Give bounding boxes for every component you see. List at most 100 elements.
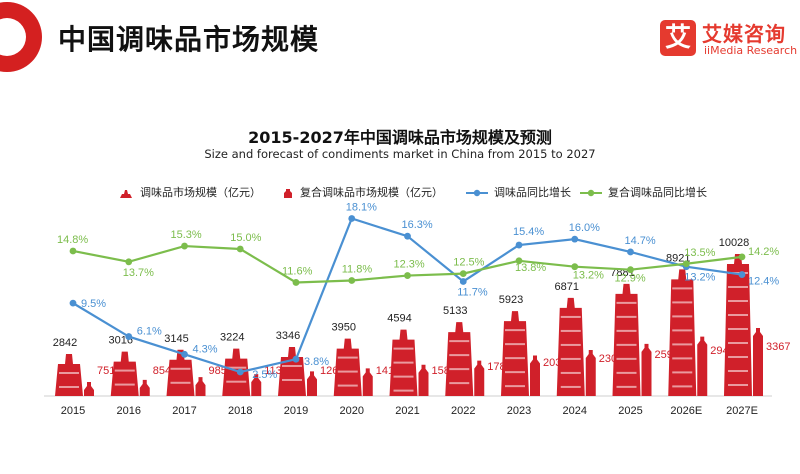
yoy-growth-data-label: 6.1% bbox=[137, 326, 162, 338]
bar-compound-size bbox=[697, 336, 708, 396]
bar-compound-size bbox=[251, 374, 262, 396]
compound-yoy-growth-data-label: 12.5% bbox=[453, 257, 484, 269]
compound-yoy-growth-point bbox=[459, 270, 467, 277]
bar-stripe bbox=[672, 357, 693, 360]
x-tick-label: 2018 bbox=[228, 405, 252, 417]
compound-yoy-growth-point bbox=[571, 263, 579, 271]
bar-market-size bbox=[110, 351, 139, 396]
bar-market-size bbox=[556, 297, 585, 396]
compound-yoy-growth-data-label: 12.9% bbox=[615, 273, 646, 285]
compound-yoy-growth-point bbox=[404, 272, 411, 279]
compound-yoy-growth-data-label: 15.3% bbox=[171, 229, 202, 241]
x-tick-label: 2016 bbox=[117, 405, 141, 417]
bar-stripe bbox=[226, 366, 247, 369]
yoy-growth-point bbox=[627, 248, 634, 256]
bar-market-size bbox=[278, 346, 306, 396]
bar-market-size bbox=[501, 311, 529, 396]
bar-stripe bbox=[449, 368, 470, 371]
compound-yoy-growth-data-label: 13.2% bbox=[573, 270, 604, 282]
x-tick-label: 2017 bbox=[172, 405, 196, 417]
legend-label: 复合调味品同比增长 bbox=[608, 186, 707, 199]
bar-stripe bbox=[616, 371, 637, 374]
bar-stripe bbox=[672, 385, 693, 388]
yoy-growth-point bbox=[125, 333, 133, 340]
bar-compound-size bbox=[362, 368, 373, 396]
compound-yoy-growth-point bbox=[627, 266, 634, 274]
bar-stripe bbox=[728, 314, 748, 316]
bar-stripe bbox=[560, 385, 581, 388]
x-tick-label: 2027E bbox=[726, 405, 758, 417]
bar-stripe bbox=[282, 364, 302, 367]
compound-yoy-growth-data-label: 13.5% bbox=[684, 247, 715, 259]
bar-compound-size bbox=[418, 364, 429, 396]
bar-stripe bbox=[560, 315, 581, 318]
yoy-growth-point bbox=[348, 215, 356, 222]
bar-stripe bbox=[560, 343, 581, 346]
x-tick-label: 2019 bbox=[284, 405, 308, 417]
bar-market-size bbox=[668, 269, 697, 396]
yoy-growth-data-label: 12.4% bbox=[748, 276, 779, 288]
bar-stripe bbox=[672, 329, 693, 332]
bar-stripe bbox=[728, 328, 748, 330]
bar-glyph-icon bbox=[120, 189, 132, 198]
header-bar: 中国调味品市场规模 艾 艾媒咨询 iiMedia Research bbox=[0, 0, 800, 74]
legend-label: 调味品同比增长 bbox=[494, 186, 571, 199]
compound-yoy-growth-point bbox=[348, 277, 356, 284]
x-tick-label: 2024 bbox=[563, 405, 587, 417]
bar-stripe bbox=[449, 340, 470, 343]
bar-stripe bbox=[728, 286, 748, 288]
yoy-growth-point bbox=[571, 235, 579, 243]
bar-stripe bbox=[616, 301, 637, 304]
bar-compound-size bbox=[474, 360, 485, 396]
yoy-growth-data-label: 16.3% bbox=[402, 219, 433, 231]
bar-stripe bbox=[337, 356, 358, 359]
x-tick-label: 2021 bbox=[395, 405, 419, 417]
bar-stripe bbox=[560, 329, 581, 332]
bar-stripe bbox=[672, 371, 693, 374]
bar-compound-size bbox=[307, 371, 317, 396]
compound-yoy-growth-point bbox=[125, 258, 133, 266]
yoy-growth-point bbox=[181, 350, 188, 358]
yoy-growth-point bbox=[459, 278, 467, 285]
compound-yoy-growth-data-label: 13.7% bbox=[123, 267, 154, 279]
x-tick-label: 2020 bbox=[340, 405, 364, 417]
legend-item-market-size: 调味品市场规模（亿元） bbox=[118, 184, 261, 200]
bar-market-size bbox=[55, 354, 83, 396]
yoy-growth-data-label: 16.0% bbox=[569, 222, 600, 234]
bar-market-size bbox=[166, 349, 195, 396]
bar-stripe bbox=[672, 287, 693, 290]
yoy-growth-data-label: 13.2% bbox=[684, 272, 715, 284]
bar-value-label: 3224 bbox=[220, 332, 244, 344]
yoy-growth-data-label: 9.5% bbox=[81, 298, 106, 310]
legend-label: 调味品市场规模（亿元） bbox=[140, 186, 261, 199]
yoy-growth-data-label: 18.1% bbox=[346, 201, 377, 213]
bar-value-label: 5133 bbox=[443, 305, 467, 317]
compound-yoy-growth-data-label: 11.8% bbox=[342, 263, 373, 275]
compound-yoy-growth-point bbox=[236, 245, 244, 253]
bar-value-label: 5923 bbox=[499, 294, 523, 306]
bar-value-label: 2842 bbox=[53, 337, 77, 349]
bar-compound-size bbox=[84, 382, 94, 396]
chart-title: 2015-2027年中国调味品市场规模及预测 bbox=[248, 128, 552, 147]
bar-value-label: 4594 bbox=[387, 313, 411, 325]
x-tick-label: 2023 bbox=[507, 405, 531, 417]
line-marker-icon bbox=[580, 189, 602, 197]
bar-stripe bbox=[672, 315, 693, 318]
x-tick-label: 2015 bbox=[61, 405, 85, 417]
bar-market-size bbox=[724, 254, 752, 396]
bar-stripe bbox=[505, 371, 525, 374]
brand-name-en: iiMedia Research bbox=[704, 44, 798, 57]
yoy-growth-point bbox=[292, 355, 300, 363]
bar-stripe bbox=[393, 347, 414, 350]
bar-stripe bbox=[616, 343, 637, 346]
bar-stripe bbox=[560, 357, 581, 360]
bar-compound-size bbox=[139, 379, 150, 396]
bar-stripe bbox=[282, 378, 302, 381]
bar-compound-size bbox=[195, 377, 206, 396]
bar-stripe bbox=[170, 381, 191, 384]
bar-market-size bbox=[333, 338, 362, 396]
legend-item-compound-yoy: 复合调味品同比增长 bbox=[580, 184, 707, 200]
bar-stripe bbox=[59, 386, 79, 388]
bar-stripe bbox=[449, 354, 470, 357]
